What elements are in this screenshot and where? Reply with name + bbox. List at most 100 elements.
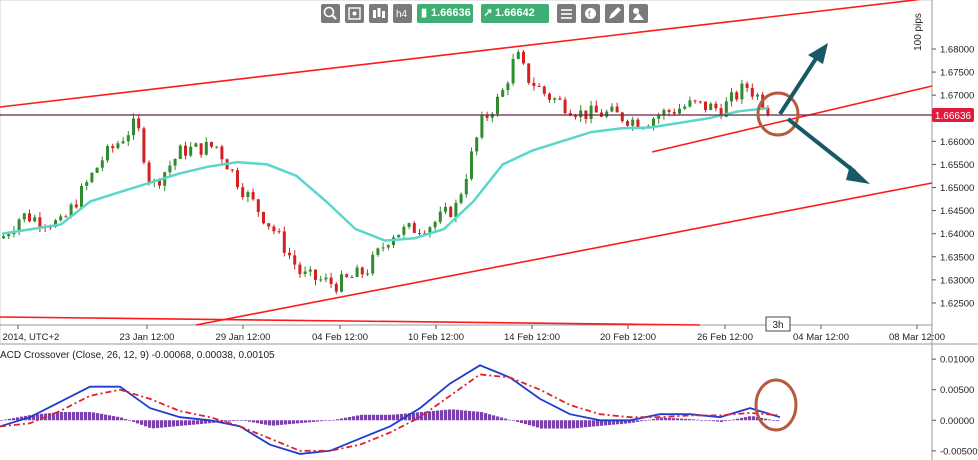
candle-body (17, 219, 21, 231)
macd-histogram-bar (56, 412, 60, 421)
candle-body (662, 110, 666, 116)
macd-histogram-bar (188, 420, 192, 426)
candle-body (184, 145, 187, 156)
zoom-icon[interactable] (321, 4, 340, 23)
macd-histogram-bar (504, 418, 508, 421)
macd-histogram-bar (512, 420, 516, 421)
period-label: 3h (772, 320, 783, 331)
candle-body (314, 269, 317, 280)
candle-body (527, 63, 531, 83)
candle-body (574, 115, 577, 118)
candle-body (340, 274, 343, 292)
macd-histogram-bar (424, 411, 428, 421)
candle-body (230, 169, 234, 171)
candle-body (350, 276, 354, 278)
candle-body (251, 192, 255, 200)
candle-body (464, 178, 468, 195)
candle-body (54, 220, 57, 227)
x-tick-label: 14 Feb 12:00 (504, 332, 560, 343)
macd-histogram-bar (184, 420, 188, 426)
macd-histogram-bar (740, 417, 744, 421)
macd-histogram-bar (600, 420, 604, 426)
macd-histogram-bar (72, 412, 76, 421)
bid-price-button[interactable]: ▮ 1.66636 (417, 4, 473, 23)
y-tick-label: 1.65500 (940, 160, 974, 171)
x-tick-label: 29 Jan 12:00 (216, 332, 271, 343)
macd-histogram-bar (412, 412, 416, 421)
candle-body (652, 118, 655, 126)
macd-histogram-bar (728, 420, 732, 421)
macd-histogram-bar (464, 410, 468, 421)
macd-histogram-bar (548, 420, 552, 429)
y-tick-label: 1.64000 (940, 229, 974, 240)
candle-body (33, 217, 37, 222)
macd-histogram-bar (192, 420, 196, 425)
timeframe-label: h4 (396, 9, 408, 20)
candle-body (85, 182, 89, 186)
macd-histogram-bar (296, 420, 300, 424)
list-icon[interactable] (557, 4, 576, 23)
candle-body (376, 248, 380, 255)
y-tick-label: 1.68000 (940, 44, 974, 55)
y-tick-label: 1.64500 (940, 206, 974, 217)
ask-price-button[interactable]: ↗ 1.66642 (481, 4, 549, 23)
macd-histogram-bar (84, 412, 88, 421)
macd-histogram-bar (392, 414, 396, 421)
highlight-circle (756, 91, 800, 137)
shapes-icon[interactable] (629, 4, 648, 23)
macd-histogram-bar (476, 411, 480, 421)
macd-histogram-bar (344, 417, 348, 421)
macd-histogram-bar (712, 420, 716, 422)
macd-y-tick-label: 0.00000 (940, 416, 974, 427)
macd-histogram-bar (364, 414, 368, 421)
macd-histogram-bar (304, 420, 308, 423)
candle-body (142, 128, 146, 163)
y-tick-label: 1.67000 (940, 91, 974, 102)
candle-body (95, 167, 99, 173)
candle-body (100, 160, 104, 168)
pen-icon[interactable] (605, 4, 624, 23)
macd-histogram-bar (360, 414, 364, 421)
macd-histogram-bar (20, 416, 24, 421)
macd-histogram-bar (736, 418, 740, 421)
macd-histogram-bar (472, 411, 476, 421)
candle-body (298, 264, 302, 274)
macd-histogram-bar (456, 409, 460, 421)
macd-histogram-bar (104, 414, 108, 421)
macd-histogram-bar (452, 409, 456, 421)
candle-body (371, 254, 375, 274)
candle-body (329, 277, 333, 284)
macd-histogram-bar (764, 418, 768, 421)
macd-histogram-bar (248, 420, 252, 422)
candle-body (506, 83, 510, 91)
macd-histogram-bar (652, 418, 656, 421)
y-tick-label: 1.67500 (940, 68, 974, 79)
macd-histogram-bar (376, 414, 380, 421)
macd-histogram-bar (160, 420, 164, 428)
macd-histogram-bar (336, 419, 340, 421)
macd-y-tick-label: 0.00500 (940, 385, 974, 396)
candle-body (168, 165, 172, 173)
macd-histogram-bar (624, 420, 628, 424)
indicator-icon[interactable]: f (581, 4, 600, 23)
macd-histogram-bar (484, 413, 488, 421)
candles-icon[interactable] (369, 4, 388, 23)
down-arrow-head (846, 165, 870, 184)
candle-body (137, 118, 141, 129)
macd-histogram-bar (604, 420, 608, 426)
macd-histogram-bar (116, 416, 120, 421)
moving-average-line (1, 106, 769, 242)
crosshair-settings-icon[interactable] (345, 4, 364, 23)
x-tick-label: 04 Feb 12:00 (312, 332, 368, 343)
macd-histogram-bar (300, 420, 304, 424)
candle-body (496, 96, 499, 114)
timeframe-icon[interactable]: h4 (393, 4, 412, 23)
macd-histogram-bar (60, 412, 64, 421)
candle-body (293, 255, 297, 265)
candle-body (236, 170, 239, 188)
macd-histogram-bar (724, 420, 728, 422)
up-arrow-shaft (778, 55, 819, 116)
macd-histogram-bar (40, 413, 44, 421)
macd-histogram-bar (292, 420, 296, 424)
